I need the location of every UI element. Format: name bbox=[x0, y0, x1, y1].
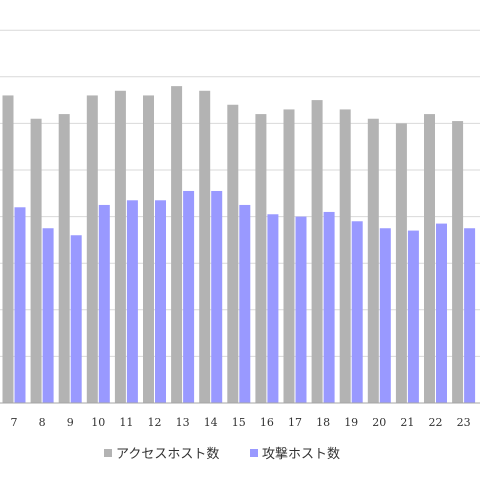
bar-attack-7 bbox=[14, 207, 26, 403]
bar-access-11 bbox=[114, 90, 126, 403]
bar-attack-9 bbox=[70, 235, 82, 403]
x-tick-label: 13 bbox=[176, 416, 190, 429]
bar-attack-23 bbox=[464, 228, 476, 403]
bar-access-22 bbox=[424, 114, 435, 403]
bar-attack-12 bbox=[155, 200, 166, 403]
legend-label: アクセスホスト数 bbox=[116, 447, 219, 462]
bar-attack-20 bbox=[379, 228, 391, 403]
x-tick-label: 21 bbox=[400, 416, 414, 429]
x-tick-label: 18 bbox=[316, 416, 330, 429]
bar-access-12 bbox=[143, 95, 154, 403]
legend: アクセスホスト数 攻撃ホスト数 bbox=[104, 446, 340, 462]
bar-access-10 bbox=[86, 95, 98, 403]
bar-attack-16 bbox=[267, 214, 279, 403]
bar-attack-19 bbox=[351, 221, 363, 403]
x-tick-label: 17 bbox=[288, 416, 302, 429]
bar-access-13 bbox=[171, 86, 183, 404]
bar-attack-13 bbox=[183, 190, 195, 403]
bar-attack-8 bbox=[42, 228, 54, 403]
bar-attack-10 bbox=[98, 204, 110, 403]
bar-attack-15 bbox=[239, 204, 251, 403]
bar-access-15 bbox=[227, 104, 239, 403]
x-tick-label: 14 bbox=[204, 416, 218, 429]
x-tick-label: 8 bbox=[39, 416, 46, 429]
bar-access-20 bbox=[367, 118, 379, 404]
bar-access-9 bbox=[58, 114, 70, 403]
bar-attack-17 bbox=[295, 216, 307, 403]
x-tick-label: 10 bbox=[91, 416, 105, 429]
bar-attack-22 bbox=[436, 223, 447, 403]
bar-access-14 bbox=[199, 90, 211, 403]
x-tick-labels: 7 8 9 10 11 12 13 14 15 16 17 18 19 20 21 22 23 bbox=[11, 416, 471, 429]
x-tick-label: 19 bbox=[344, 416, 358, 429]
bar-attack-14 bbox=[211, 190, 223, 403]
bar-attack-21 bbox=[407, 230, 419, 403]
x-tick-label: 12 bbox=[148, 416, 162, 429]
legend-swatch bbox=[250, 449, 258, 457]
legend-swatch bbox=[104, 449, 112, 457]
x-tick-label: 15 bbox=[232, 416, 246, 429]
x-tick-label: 23 bbox=[457, 416, 471, 429]
bar-access-7 bbox=[2, 95, 14, 403]
bars bbox=[2, 86, 476, 404]
legend-label: 攻撃ホスト数 bbox=[262, 446, 340, 462]
x-tick-label: 16 bbox=[260, 416, 274, 429]
x-tick-label: 11 bbox=[119, 416, 133, 429]
bar-access-18 bbox=[311, 100, 323, 403]
x-tick-label: 9 bbox=[67, 416, 74, 429]
bar-access-19 bbox=[339, 109, 351, 404]
x-tick-label: 7 bbox=[11, 416, 18, 429]
bar-access-17 bbox=[283, 109, 295, 404]
bar-access-8 bbox=[30, 118, 42, 404]
bar-access-23 bbox=[452, 121, 464, 403]
bar-attack-18 bbox=[323, 211, 335, 403]
bar-attack-11 bbox=[126, 200, 138, 403]
x-tick-label: 20 bbox=[372, 416, 386, 429]
x-tick-label: 22 bbox=[429, 416, 443, 429]
bar-access-16 bbox=[255, 114, 267, 403]
bar-access-21 bbox=[395, 123, 407, 404]
